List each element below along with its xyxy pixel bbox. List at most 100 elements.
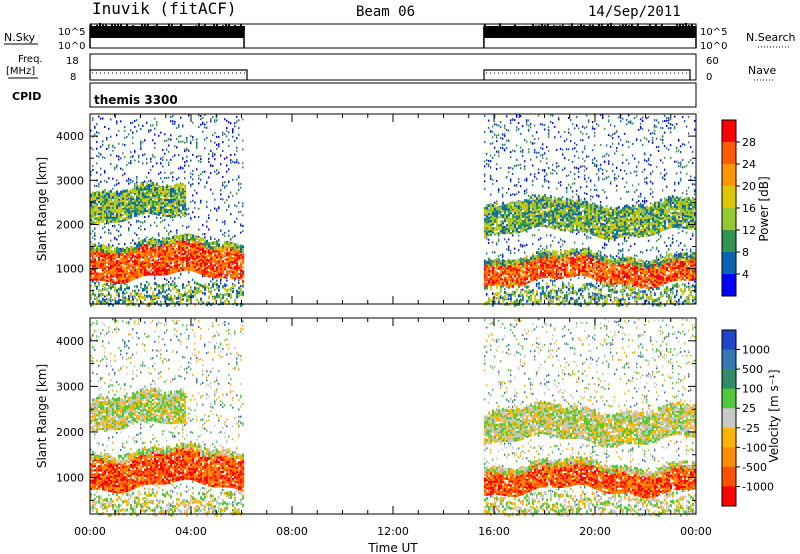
echo-cell (174, 249, 177, 252)
scatter-cell (190, 159, 192, 162)
near-range-cell (627, 287, 630, 291)
scatter-cell (655, 257, 658, 260)
scatter-cell (144, 180, 146, 183)
echo-cell (172, 251, 175, 254)
scatter-cell (200, 118, 202, 121)
near-range-cell (104, 286, 106, 290)
scatter-cell (539, 123, 542, 126)
scatter-cell (198, 160, 200, 163)
scatter-cell (555, 187, 558, 190)
near-range-cell (166, 294, 168, 298)
scatter-cell (629, 294, 632, 297)
scatter-cell (685, 193, 688, 196)
near-range-cell (156, 300, 158, 304)
scatter-cell (607, 154, 610, 157)
scatter-cell (178, 167, 180, 170)
scatter-cell (551, 283, 554, 286)
scatter-cell (485, 163, 488, 166)
scatter-cell (561, 291, 564, 294)
echo-cell (214, 254, 217, 257)
echo-cell (90, 262, 93, 265)
scatter-cell (637, 183, 640, 186)
echo-cell (216, 272, 219, 275)
echo-cell (226, 262, 229, 265)
echo-cell (186, 260, 189, 263)
scatter-cell (94, 227, 96, 230)
near-range-cell (647, 297, 650, 301)
scatter-cell (625, 172, 628, 175)
scatter-cell (659, 254, 662, 257)
scatter-cell (529, 141, 532, 144)
scatter-cell (621, 117, 624, 120)
scatter-cell (104, 225, 106, 228)
scatter-cell (180, 166, 182, 169)
scatter-cell (495, 140, 498, 143)
echo-cell (116, 281, 119, 284)
scatter-cell (118, 223, 120, 226)
scatter-cell (689, 250, 692, 253)
fringe-cell (224, 247, 226, 251)
scatter-cell (114, 166, 116, 169)
nsky-spike (135, 26, 137, 30)
fringe-cell (176, 234, 178, 238)
echo-cell (100, 266, 103, 269)
scatter-cell (104, 278, 106, 281)
scatter-cell (687, 132, 690, 135)
echo-cell (228, 258, 231, 261)
near-range-cell (198, 285, 200, 289)
near-range-cell (228, 293, 230, 297)
scatter-cell (108, 177, 110, 180)
echo-cell (200, 258, 203, 261)
scatter-cell (631, 142, 634, 145)
near-range-cell (663, 288, 666, 292)
scatter-cell (92, 169, 94, 172)
echo-cell (224, 264, 227, 267)
near-range-cell (657, 286, 660, 290)
echo-cell (190, 261, 193, 264)
scatter-cell (595, 280, 598, 283)
echo-cell (98, 198, 101, 202)
scatter-cell (224, 235, 226, 238)
echo-cell (108, 258, 111, 261)
scatter-cell (681, 116, 684, 119)
scatter-cell (198, 235, 200, 238)
echo-cell (222, 262, 225, 265)
echo-cell (154, 247, 157, 250)
scatter-cell (206, 225, 208, 228)
scatter-cell (615, 129, 618, 132)
fringe-cell (202, 242, 204, 246)
scatter-cell (591, 292, 594, 295)
scatter-cell (495, 297, 498, 300)
scatter-cell (148, 172, 150, 175)
scatter-cell (651, 139, 654, 142)
echo-cell (156, 267, 159, 270)
echo-cell (160, 249, 163, 252)
fringe-cell (174, 237, 176, 241)
echo-cell (144, 269, 147, 273)
scatter-cell (675, 146, 678, 149)
echo-cell (186, 256, 189, 259)
scatter-cell (535, 282, 538, 285)
echo-cell (120, 265, 123, 269)
scatter-cell (599, 251, 602, 254)
echo-cell (182, 256, 185, 260)
near-range-cell (92, 303, 94, 307)
scatter-cell (224, 231, 226, 234)
scatter-cell (603, 247, 606, 250)
scatter-cell (104, 222, 106, 225)
near-range-cell (641, 292, 644, 296)
scatter-cell (603, 127, 606, 130)
echo-cell (238, 272, 241, 275)
scatter-cell (114, 168, 116, 171)
near-range-cell (603, 295, 606, 299)
scatter-cell (212, 134, 214, 137)
nsky-spike (651, 26, 654, 30)
scatter-cell (242, 166, 244, 169)
scatter-cell (503, 260, 506, 263)
scatter-cell (581, 242, 584, 245)
echo-cell (104, 194, 107, 197)
scatter-cell (617, 135, 620, 138)
echo-cell (118, 256, 121, 259)
echo-cell (164, 273, 167, 276)
scatter-cell (593, 135, 596, 138)
